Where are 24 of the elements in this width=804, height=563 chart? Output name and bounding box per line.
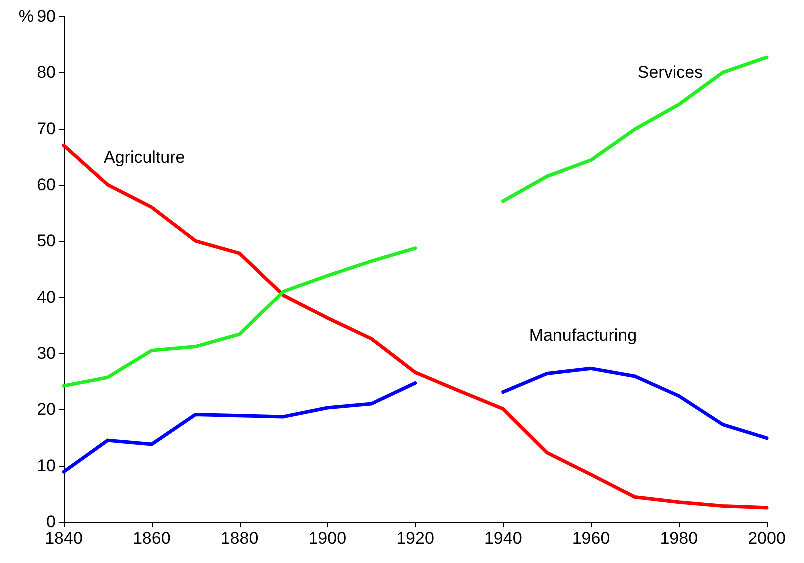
x-tick-label: 1880 bbox=[220, 529, 259, 548]
y-tick-label: 60 bbox=[37, 176, 56, 194]
x-tick-label: 1860 bbox=[132, 529, 171, 548]
x-tick-label: 1920 bbox=[396, 529, 434, 548]
line-series bbox=[62, 144, 769, 510]
y-tick-label: 70 bbox=[37, 119, 56, 138]
series-label: Manufacturing bbox=[529, 326, 638, 346]
x-tick-label: 2000 bbox=[748, 529, 786, 548]
y-tick-label: 10 bbox=[37, 456, 56, 476]
y-tick-label: 20 bbox=[37, 400, 56, 420]
y-tick-label: 0 bbox=[46, 512, 56, 532]
y-tick-label: 90 bbox=[37, 7, 56, 26]
y-axis-title: % bbox=[18, 7, 34, 26]
x-tick-label: 1840 bbox=[45, 529, 83, 548]
y-tick-label: 40 bbox=[37, 288, 56, 307]
y-tick-label: 80 bbox=[37, 63, 56, 82]
series-label: Services bbox=[638, 63, 704, 82]
y-tick-label: 30 bbox=[37, 344, 56, 363]
x-tick-label: 1900 bbox=[308, 529, 347, 548]
x-tick-label: 1980 bbox=[660, 529, 698, 548]
x-tick-label: 1940 bbox=[484, 529, 522, 548]
y-tick-label: 50 bbox=[37, 232, 56, 251]
x-tick-label: 1960 bbox=[572, 529, 610, 548]
series-label: Agriculture bbox=[104, 148, 186, 168]
